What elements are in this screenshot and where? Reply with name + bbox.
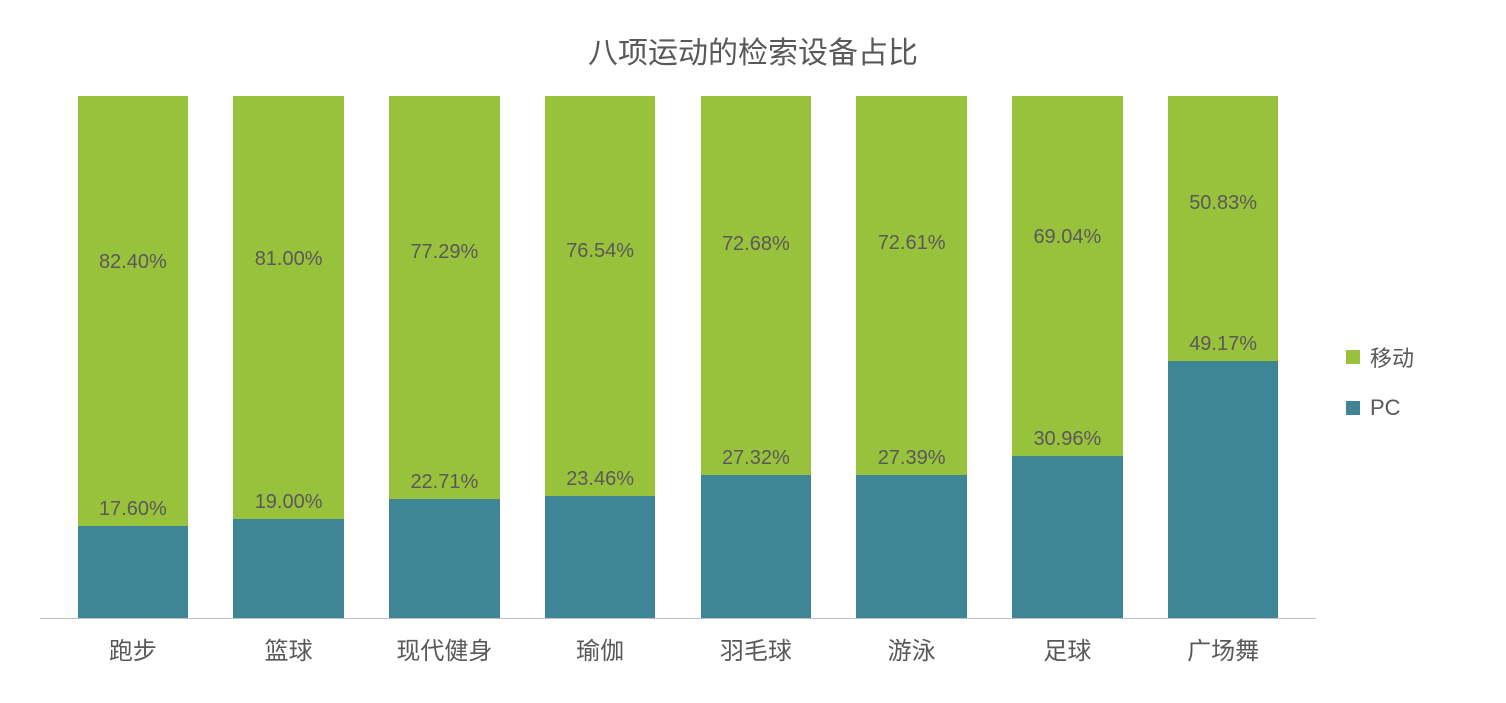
bar-value-label: 19.00%: [255, 491, 323, 514]
bar-value-label: 76.54%: [566, 240, 634, 263]
bar-stack: 72.68% 27.32%: [701, 96, 812, 618]
bar-value-label: 50.83%: [1189, 192, 1257, 215]
legend-item: PC: [1346, 395, 1466, 421]
bar-segment-mobile: 76.54%: [545, 96, 656, 496]
legend-swatch: [1346, 350, 1360, 364]
chart-container: 八项运动的检索设备占比 82.40% 17.60% 81.00% 19.00% 77.2…: [0, 0, 1506, 703]
bar-value-label: 69.04%: [1033, 226, 1101, 249]
bar-segment-pc: 27.32%: [701, 475, 812, 618]
bar-segment-pc: 23.46%: [545, 496, 656, 618]
bar-group: 72.68% 27.32%: [681, 96, 831, 618]
x-axis-labels: 跑步篮球现代健身瑜伽羽毛球游泳足球广场舞: [40, 619, 1316, 666]
bar-group: 77.29% 22.71%: [370, 96, 520, 618]
bar-segment-mobile: 81.00%: [233, 96, 344, 519]
bar-value-label: 81.00%: [255, 248, 323, 271]
bar-segment-mobile: 69.04%: [1012, 96, 1123, 456]
bar-value-label: 72.68%: [722, 233, 790, 256]
x-axis-label: 跑步: [58, 631, 208, 666]
bar-segment-mobile: 72.68%: [701, 96, 812, 475]
bar-value-label: 30.96%: [1033, 428, 1101, 451]
bar-segment-pc: 30.96%: [1012, 456, 1123, 618]
x-axis-label: 瑜伽: [525, 631, 675, 666]
legend: 移动 PC: [1316, 96, 1466, 666]
bar-group: 76.54% 23.46%: [525, 96, 675, 618]
bar-value-label: 27.32%: [722, 447, 790, 470]
bar-group: 69.04% 30.96%: [993, 96, 1143, 618]
plot-area: 82.40% 17.60% 81.00% 19.00% 77.29% 22.71% 76.5…: [40, 96, 1316, 619]
x-axis-label: 足球: [993, 631, 1143, 666]
chart-main: 82.40% 17.60% 81.00% 19.00% 77.29% 22.71% 76.5…: [40, 96, 1316, 666]
legend-swatch: [1346, 401, 1360, 415]
legend-item: 移动: [1346, 341, 1466, 373]
legend-label: 移动: [1370, 341, 1414, 373]
bar-group: 82.40% 17.60%: [58, 96, 208, 618]
x-axis-label: 篮球: [214, 631, 364, 666]
bar-stack: 76.54% 23.46%: [545, 96, 656, 618]
bar-value-label: 82.40%: [99, 251, 167, 274]
bar-segment-mobile: 82.40%: [78, 96, 189, 526]
x-axis-label: 现代健身: [370, 631, 520, 666]
bar-stack: 69.04% 30.96%: [1012, 96, 1123, 618]
bar-value-label: 27.39%: [878, 447, 946, 470]
bar-segment-pc: 17.60%: [78, 526, 189, 618]
bar-value-label: 22.71%: [410, 471, 478, 494]
bar-value-label: 17.60%: [99, 498, 167, 521]
legend-label: PC: [1370, 395, 1401, 421]
bar-value-label: 23.46%: [566, 468, 634, 491]
bar-group: 72.61% 27.39%: [837, 96, 987, 618]
bar-stack: 77.29% 22.71%: [389, 96, 500, 618]
chart-body: 82.40% 17.60% 81.00% 19.00% 77.29% 22.71% 76.5…: [40, 96, 1466, 666]
bar-segment-pc: 27.39%: [856, 475, 967, 618]
bar-stack: 82.40% 17.60%: [78, 96, 189, 618]
bar-segment-mobile: 77.29%: [389, 96, 500, 499]
x-axis-label: 羽毛球: [681, 631, 831, 666]
bar-segment-pc: 22.71%: [389, 499, 500, 618]
chart-title: 八项运动的检索设备占比: [40, 28, 1466, 72]
bar-segment-pc: 49.17%: [1168, 361, 1279, 618]
bar-stack: 50.83% 49.17%: [1168, 96, 1279, 618]
x-axis-label: 游泳: [837, 631, 987, 666]
bar-value-label: 49.17%: [1189, 333, 1257, 356]
bar-group: 81.00% 19.00%: [214, 96, 364, 618]
bar-segment-pc: 19.00%: [233, 519, 344, 618]
bar-group: 50.83% 49.17%: [1148, 96, 1298, 618]
bar-stack: 81.00% 19.00%: [233, 96, 344, 618]
x-axis-label: 广场舞: [1148, 631, 1298, 666]
bar-value-label: 77.29%: [410, 241, 478, 264]
bar-stack: 72.61% 27.39%: [856, 96, 967, 618]
bar-segment-mobile: 50.83%: [1168, 96, 1279, 361]
bar-segment-mobile: 72.61%: [856, 96, 967, 475]
bar-value-label: 72.61%: [878, 232, 946, 255]
